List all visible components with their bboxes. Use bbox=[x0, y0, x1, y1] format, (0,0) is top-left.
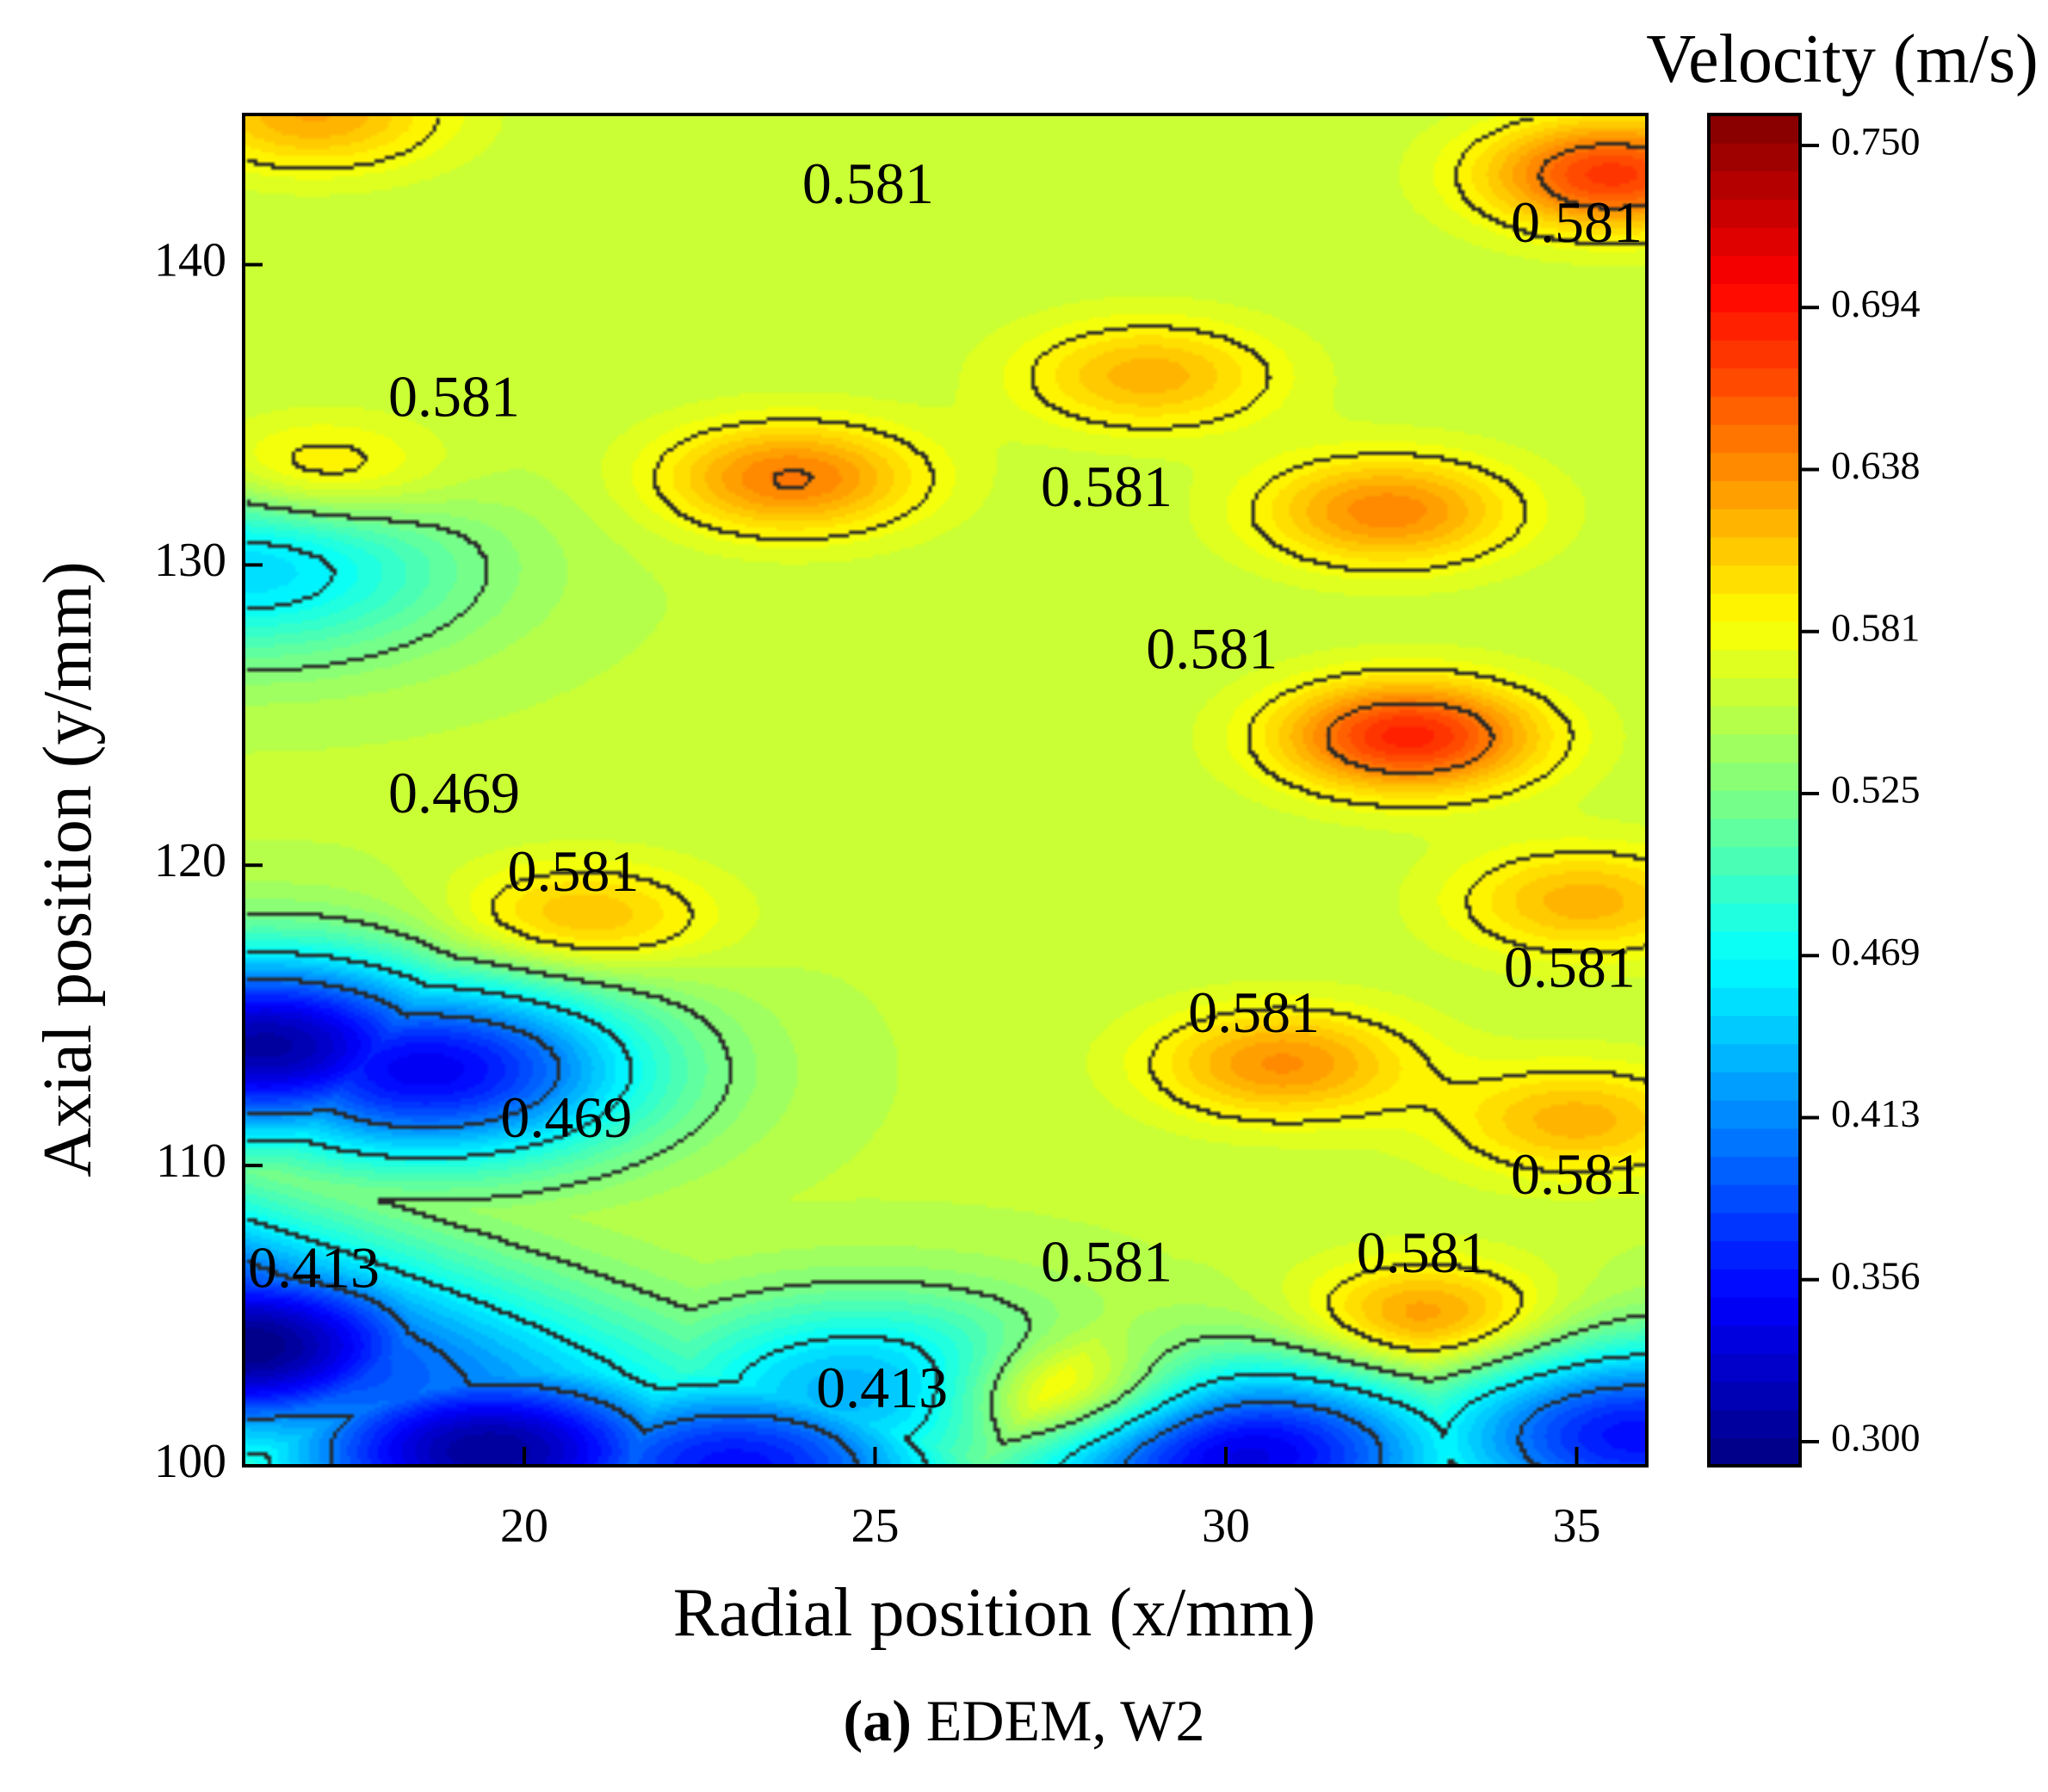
colorbar-band bbox=[1709, 339, 1800, 369]
colorbar-band bbox=[1709, 255, 1800, 285]
contour-label: 0.581 bbox=[1041, 1228, 1172, 1294]
colorbar-band bbox=[1709, 480, 1800, 510]
colorbar-band bbox=[1709, 649, 1800, 678]
colorbar-tick-label: 0.300 bbox=[1831, 1416, 1921, 1460]
colorbar-tick-label: 0.750 bbox=[1831, 120, 1921, 164]
x-axis: 20 25 30 35 bbox=[500, 1447, 1601, 1553]
colorbar-band bbox=[1709, 1240, 1800, 1270]
y-axis: 100 110 120 130 140 bbox=[154, 233, 263, 1488]
contour-labels: 0.581 0.581 0.581 0.581 0.581 0.469 0.581 0.581… bbox=[248, 151, 1643, 1420]
y-tick-label: 110 bbox=[156, 1134, 226, 1188]
colorbar-band bbox=[1709, 1269, 1800, 1298]
contour-label: 0.413 bbox=[816, 1355, 948, 1420]
contour-label: 0.469 bbox=[500, 1084, 632, 1150]
contour-label: 0.581 bbox=[802, 151, 934, 216]
colorbar-ticks: 0.300 0.356 0.413 0.469 0.525 0.581 0.638 0.694… bbox=[1800, 120, 1921, 1460]
colorbar-band bbox=[1709, 902, 1800, 932]
colorbar-tick-label: 0.694 bbox=[1831, 281, 1921, 325]
contour-label: 0.469 bbox=[388, 760, 520, 825]
colorbar-title: Velocity (m/s) bbox=[1646, 22, 2038, 97]
colorbar-band bbox=[1709, 1015, 1800, 1045]
colorbar-band bbox=[1709, 1381, 1800, 1411]
colorbar-band bbox=[1709, 846, 1800, 875]
colorbar-band bbox=[1709, 1325, 1800, 1354]
colorbar-tick-label: 0.413 bbox=[1831, 1091, 1921, 1135]
colorbar-band bbox=[1709, 621, 1800, 651]
colorbar-band bbox=[1709, 1099, 1800, 1129]
colorbar-band bbox=[1709, 1072, 1800, 1101]
colorbar-band bbox=[1709, 536, 1800, 566]
contour-label: 0.581 bbox=[1146, 616, 1278, 682]
plot-frame bbox=[242, 113, 1649, 1468]
colorbar-band bbox=[1709, 1156, 1800, 1185]
contour-label: 0.581 bbox=[1188, 979, 1320, 1045]
colorbar-band bbox=[1709, 733, 1800, 763]
colorbar-band bbox=[1709, 114, 1800, 144]
colorbar-band bbox=[1709, 1183, 1800, 1214]
colorbar-band bbox=[1709, 565, 1800, 594]
colorbar-tick-label: 0.525 bbox=[1831, 768, 1921, 812]
caption-label: (a) bbox=[843, 1688, 912, 1753]
colorbar-band bbox=[1709, 142, 1800, 172]
contour-label: 0.581 bbox=[508, 838, 640, 904]
colorbar-band bbox=[1709, 959, 1800, 988]
y-axis-label: Axial position (y/mm) bbox=[30, 561, 106, 1177]
colorbar-band bbox=[1709, 1353, 1800, 1382]
colorbar-band bbox=[1709, 368, 1800, 397]
colorbar-tick-label: 0.638 bbox=[1831, 443, 1921, 487]
colorbar-band bbox=[1709, 874, 1800, 904]
colorbar-tick-label: 0.469 bbox=[1831, 930, 1921, 973]
colorbar-tick-label: 0.581 bbox=[1831, 605, 1921, 649]
colorbar-band bbox=[1709, 396, 1800, 425]
colorbar-tick-label: 0.356 bbox=[1831, 1253, 1921, 1297]
colorbar-band bbox=[1709, 1296, 1800, 1326]
colorbar-band bbox=[1709, 677, 1800, 707]
colorbar-band bbox=[1709, 1128, 1800, 1158]
x-tick-label: 20 bbox=[500, 1499, 548, 1553]
contour-label: 0.581 bbox=[1357, 1220, 1488, 1285]
colorbar-band bbox=[1709, 1437, 1800, 1467]
colorbar-band bbox=[1709, 283, 1800, 312]
colorbar-band bbox=[1709, 170, 1800, 200]
colorbar-band bbox=[1709, 818, 1800, 848]
colorbar-band bbox=[1709, 593, 1800, 622]
contour-label: 0.413 bbox=[248, 1234, 380, 1300]
colorbar-band bbox=[1709, 1409, 1800, 1439]
colorbar-band bbox=[1709, 930, 1800, 961]
colorbar-band bbox=[1709, 1043, 1800, 1072]
colorbar-band bbox=[1709, 986, 1800, 1016]
contour-label: 0.581 bbox=[1504, 934, 1636, 999]
velocity-contour-image bbox=[244, 114, 1647, 1466]
colorbar-band bbox=[1709, 705, 1800, 735]
colorbar-band bbox=[1709, 452, 1800, 482]
colorbar-band bbox=[1709, 423, 1800, 454]
x-tick-label: 25 bbox=[851, 1499, 900, 1553]
y-tick-label: 100 bbox=[154, 1435, 226, 1488]
colorbar-band bbox=[1709, 226, 1800, 256]
colorbar-band bbox=[1709, 1212, 1800, 1242]
contour-label: 0.581 bbox=[388, 364, 520, 429]
y-tick-label: 140 bbox=[154, 233, 226, 287]
y-tick-label: 120 bbox=[154, 834, 226, 887]
contour-label: 0.581 bbox=[1041, 454, 1172, 519]
colorbar-frame bbox=[1707, 113, 1802, 1468]
colorbar-band bbox=[1709, 508, 1800, 538]
contour-plot-area bbox=[244, 114, 1647, 1466]
colorbar-band bbox=[1709, 762, 1800, 791]
colorbar-band bbox=[1709, 199, 1800, 228]
x-tick-label: 30 bbox=[1202, 1499, 1250, 1553]
figure-caption: (a) EDEM, W2 bbox=[0, 1687, 2048, 1755]
x-axis-label: Radial position (x/mm) bbox=[673, 1575, 1316, 1651]
colorbar-band bbox=[1709, 790, 1800, 819]
colorbar-band bbox=[1709, 311, 1800, 341]
colorbar bbox=[1709, 114, 1800, 1467]
caption-text: EDEM, W2 bbox=[911, 1688, 1205, 1753]
contour-label: 0.581 bbox=[1511, 1141, 1643, 1207]
x-tick-label: 35 bbox=[1553, 1499, 1601, 1553]
y-tick-label: 130 bbox=[154, 534, 226, 587]
contour-label: 0.581 bbox=[1511, 189, 1643, 255]
